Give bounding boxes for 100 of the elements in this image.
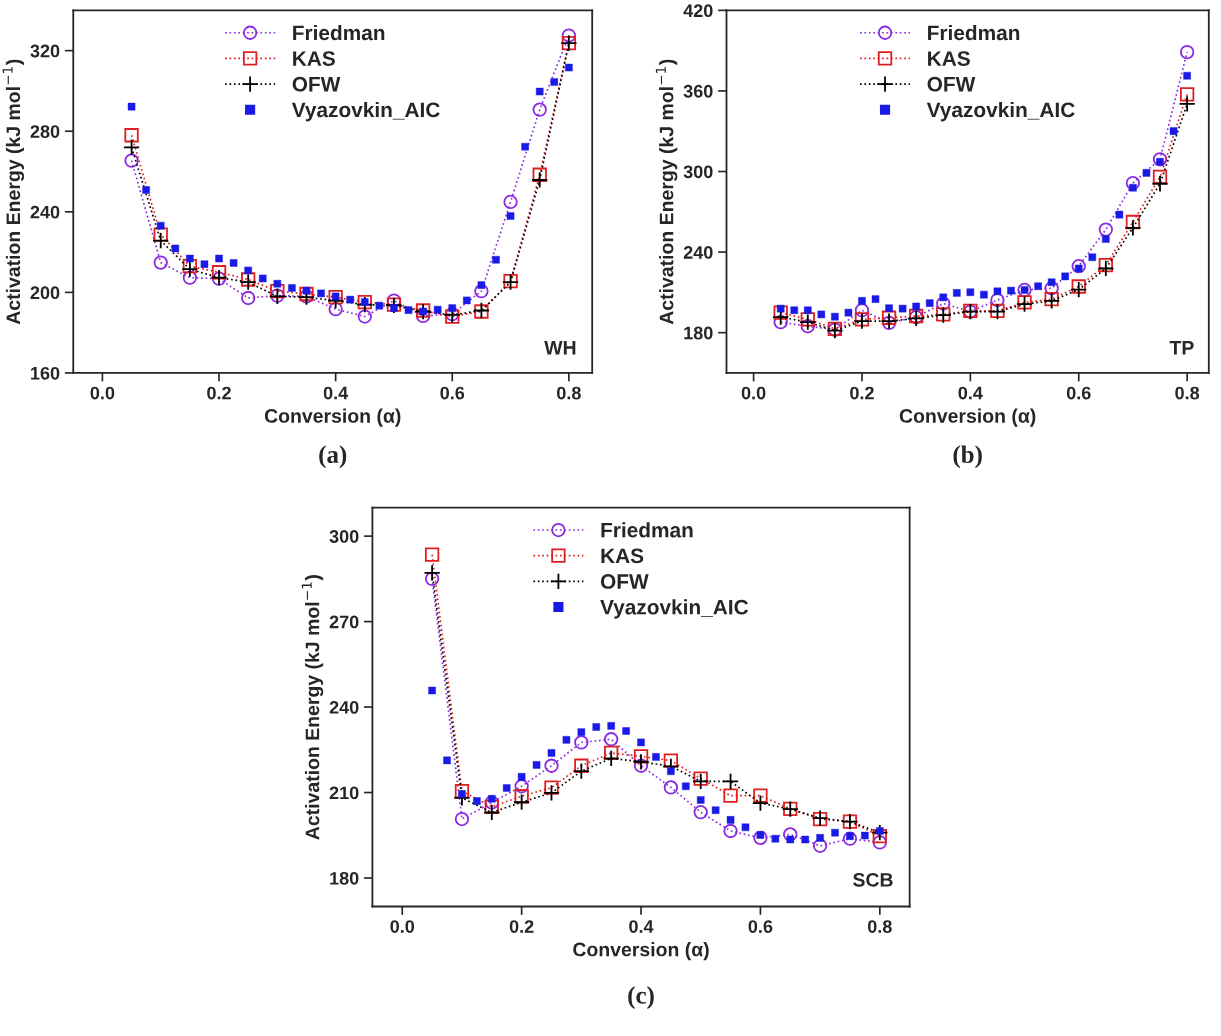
point (751, 794, 769, 812)
point (181, 260, 199, 278)
point (532, 167, 547, 182)
point (723, 823, 738, 839)
y-tick-label: 240 (329, 701, 359, 714)
point (1071, 279, 1086, 294)
y-tick-label: 160 (31, 366, 60, 380)
point (1179, 87, 1195, 102)
point (1152, 169, 1168, 185)
x-axis-title: Conversion (α) (573, 942, 709, 961)
point (561, 28, 577, 43)
point (632, 753, 650, 771)
y-tick-label: 180 (684, 326, 713, 340)
point (1044, 281, 1059, 296)
legend-label: KAS (293, 51, 335, 66)
point (123, 138, 141, 156)
legend-label: Vyazovkin_AIC (600, 599, 749, 619)
point (753, 830, 768, 845)
point (854, 303, 870, 318)
point (239, 273, 257, 291)
point (990, 292, 1005, 308)
point (514, 779, 529, 794)
y-tick-label: 180 (330, 871, 359, 885)
point (663, 780, 679, 795)
point (1070, 281, 1088, 299)
point (1098, 222, 1113, 237)
point (531, 171, 549, 189)
annotation: WH (544, 341, 576, 355)
y-tick-label: 300 (329, 530, 359, 543)
legend-label: Friedman (601, 522, 693, 538)
point (663, 753, 679, 768)
y-tick-label: 420 (683, 4, 713, 18)
point (1125, 175, 1141, 191)
point (153, 255, 168, 270)
y-tick-label: 240 (30, 205, 60, 219)
x-tick-label: 0.6 (1066, 386, 1091, 400)
legend-label: Vyazovkin_AIC (291, 101, 440, 122)
point (799, 313, 817, 331)
y-tick-label: 360 (683, 84, 713, 98)
point (842, 831, 858, 846)
point (633, 758, 649, 773)
point (513, 793, 531, 811)
point (542, 784, 561, 802)
x-axis-title: Conversion (α) (264, 408, 401, 427)
x-tick-label: 0.4 (323, 386, 349, 400)
point (532, 102, 547, 117)
point (812, 838, 828, 853)
text: (c) (628, 986, 654, 1009)
point (241, 290, 256, 306)
point (454, 783, 470, 799)
point (604, 745, 619, 761)
point (124, 128, 139, 143)
y-tick-label: 210 (329, 786, 359, 800)
x-tick-label: 0.8 (557, 386, 581, 400)
point (572, 762, 590, 780)
x-tick-label: 0.0 (390, 920, 415, 933)
point (484, 799, 499, 814)
x-tick-label: 0.2 (207, 386, 231, 400)
point (152, 232, 170, 250)
point (484, 795, 499, 810)
annotation: TP (1169, 341, 1194, 355)
point (753, 788, 768, 803)
point (124, 153, 139, 168)
point (474, 284, 489, 299)
point (1179, 44, 1195, 60)
point (544, 758, 559, 773)
point (773, 305, 788, 320)
point (328, 290, 343, 305)
y-axis-title: Activation Energy (kJ mol$^{−1}$) (301, 575, 324, 840)
point (692, 772, 710, 790)
x-tick-label: 0.6 (748, 920, 773, 933)
text: (a) (319, 445, 347, 469)
point (1178, 95, 1196, 113)
point (544, 780, 559, 795)
point (783, 827, 798, 842)
point (1017, 282, 1032, 298)
y-tick-label: 320 (30, 44, 60, 58)
point (424, 571, 440, 587)
point (872, 828, 887, 844)
point (872, 835, 887, 850)
text: (b) (953, 445, 982, 469)
legend-label: OFW (927, 76, 976, 92)
x-tick-label: 0.2 (509, 920, 534, 933)
point (604, 732, 619, 747)
x-tick-label: 0.8 (1175, 386, 1200, 400)
y-tick-label: 280 (30, 125, 60, 138)
x-tick-label: 0.0 (90, 386, 115, 400)
y-tick-label: 200 (30, 286, 60, 300)
legend-label: Vyazovkin_AIC (926, 101, 1075, 122)
point (454, 811, 470, 827)
x-tick-label: 0.4 (629, 920, 654, 933)
y-tick-label: 270 (329, 615, 359, 629)
point (633, 749, 649, 764)
point (182, 259, 198, 274)
point (503, 194, 518, 210)
point (574, 735, 589, 750)
x-tick-label: 0.0 (741, 386, 766, 400)
point (1097, 259, 1115, 278)
point (693, 771, 708, 786)
legend-label: OFW (292, 76, 341, 92)
